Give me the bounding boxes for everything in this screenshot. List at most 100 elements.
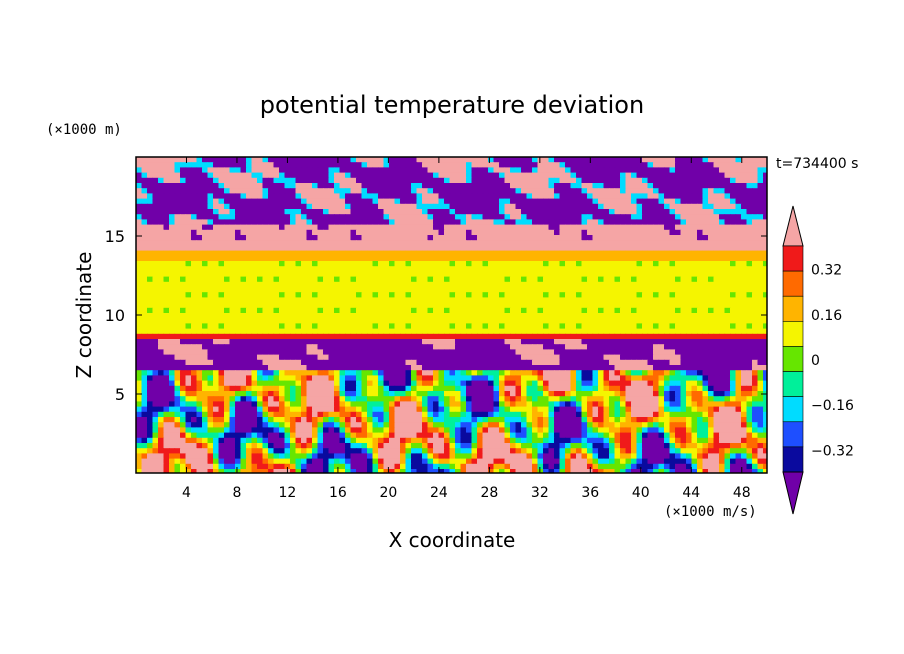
contour-cell [191, 302, 198, 309]
contour-cell [202, 162, 209, 168]
contour-cell [587, 240, 594, 246]
contour-cell [636, 193, 643, 200]
contour-cell [691, 198, 698, 205]
contour-cell [609, 157, 616, 163]
contour-cell [680, 339, 687, 345]
contour-cell [757, 261, 764, 267]
contour-cell [136, 193, 143, 200]
contour-cell [713, 229, 720, 236]
contour-cell [460, 292, 467, 298]
contour-cell [565, 203, 572, 210]
contour-cell [603, 167, 610, 174]
contour-cell [235, 167, 242, 174]
contour-cell [752, 188, 759, 194]
contour-cell [730, 224, 737, 231]
contour-cell [702, 203, 709, 210]
contour-cell [647, 339, 654, 345]
contour-cell [559, 354, 566, 361]
contour-cell [658, 281, 665, 288]
contour-cell [257, 172, 264, 179]
contour-cell [416, 214, 423, 220]
contour-cell [510, 370, 517, 376]
contour-cell [587, 261, 594, 267]
contour-cell [444, 183, 451, 189]
contour-cell [361, 333, 368, 340]
contour-cell [378, 261, 385, 267]
contour-cell [383, 214, 390, 220]
contour-cell [477, 318, 484, 324]
contour-cell [279, 380, 286, 387]
contour-cell [493, 214, 500, 220]
contour-cell [361, 328, 368, 335]
contour-cell [191, 229, 198, 236]
contour-cell [757, 339, 764, 345]
contour-cell [620, 172, 627, 179]
contour-cell [273, 235, 280, 241]
contour-cell [763, 209, 767, 215]
contour-cell [268, 172, 275, 179]
contour-cell [466, 198, 473, 205]
contour-cell [213, 235, 220, 241]
contour-cell [411, 255, 418, 262]
contour-cell [257, 235, 264, 241]
contour-cell [625, 183, 632, 189]
contour-cell [592, 240, 599, 246]
contour-cell [394, 380, 401, 387]
contour-cell [598, 287, 605, 293]
contour-cell [735, 162, 742, 168]
contour-cell [548, 255, 555, 262]
contour-cell [565, 183, 572, 189]
contour-cell [174, 229, 181, 236]
contour-cell [686, 365, 693, 371]
contour-cell [757, 323, 764, 330]
contour-cell [372, 365, 379, 371]
contour-cell [697, 297, 704, 304]
contour-cell [532, 167, 539, 174]
contour-cell [339, 287, 346, 293]
contour-cell [746, 307, 753, 314]
contour-cell [488, 328, 495, 335]
contour-cell [471, 281, 478, 288]
contour-cell [647, 349, 654, 356]
contour-cell [471, 209, 478, 215]
contour-cell [708, 370, 715, 376]
contour-cell [444, 276, 451, 283]
contour-cell [620, 281, 627, 288]
contour-cell [658, 219, 665, 226]
contour-cell [614, 328, 621, 335]
contour-cell [169, 292, 176, 298]
contour-cell [554, 313, 561, 319]
contour-cell [576, 261, 583, 267]
contour-cell [455, 245, 462, 252]
contour-cell [504, 307, 511, 314]
contour-cell [383, 188, 390, 194]
contour-cell [262, 235, 269, 241]
contour-cell [174, 271, 181, 278]
contour-cell [394, 344, 401, 350]
contour-cell [609, 172, 616, 179]
contour-cell [328, 261, 335, 267]
contour-cell [631, 198, 638, 205]
contour-cell [323, 209, 330, 215]
contour-cell [460, 157, 467, 163]
contour-cell [262, 266, 269, 272]
contour-cell [235, 261, 242, 267]
contour-cell [427, 250, 434, 257]
contour-cell [455, 266, 462, 272]
contour-cell [686, 167, 693, 174]
contour-cell [317, 157, 324, 163]
contour-cell [625, 276, 632, 283]
contour-cell [433, 281, 440, 288]
contour-cell [246, 261, 253, 267]
contour-cell [477, 333, 484, 340]
contour-cell [202, 240, 209, 246]
contour-cell [180, 198, 187, 205]
contour-cell [405, 162, 412, 168]
contour-cell [356, 333, 363, 340]
contour-cell [675, 245, 682, 252]
contour-cell [427, 209, 434, 215]
contour-cell [730, 313, 737, 319]
contour-cell [312, 167, 319, 174]
contour-cell [152, 167, 159, 174]
contour-cell [647, 203, 654, 210]
